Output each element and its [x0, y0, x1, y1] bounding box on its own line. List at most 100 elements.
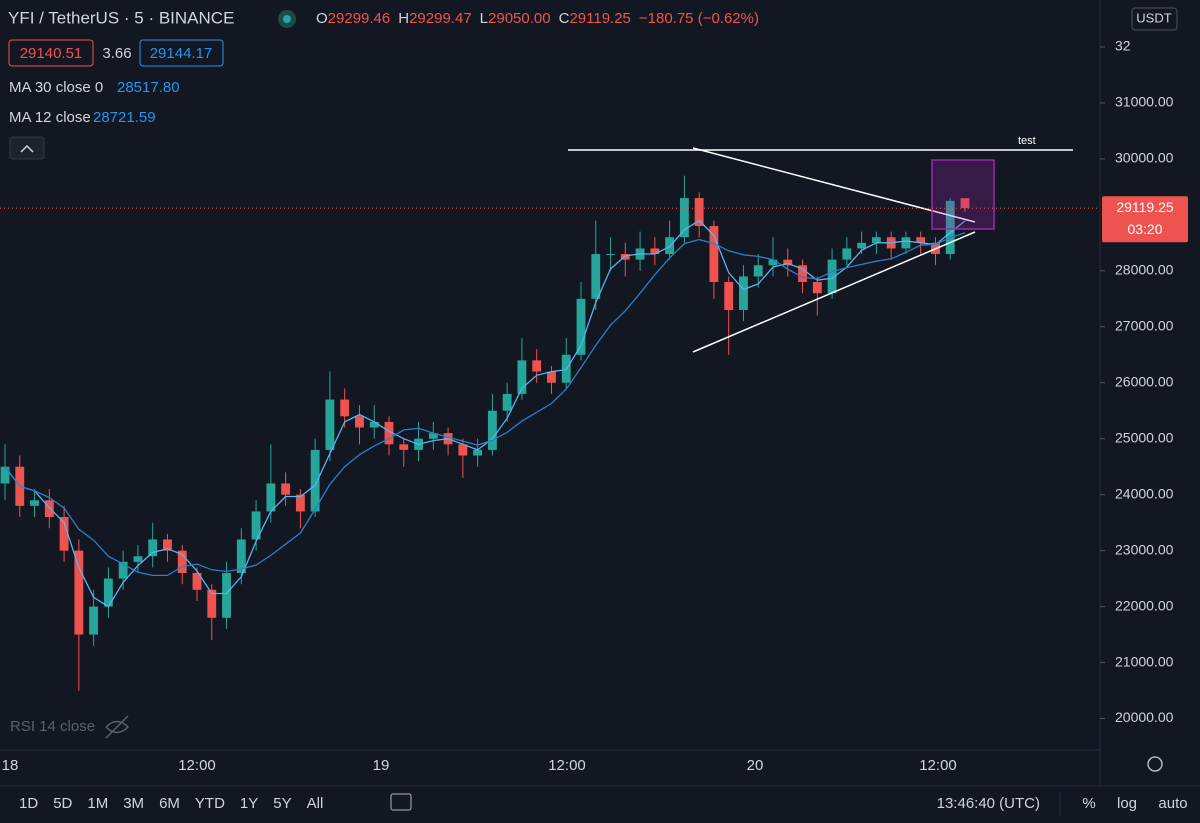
candle-body	[576, 298, 586, 355]
log-toggle[interactable]: log	[1117, 795, 1137, 812]
candle-body	[724, 282, 734, 310]
y-tick-label: 25000.00	[1115, 429, 1174, 445]
price-tag-price: 29119.25	[1116, 199, 1174, 215]
x-tick-label: 12:00	[178, 757, 216, 774]
ohlc-part: L	[480, 10, 488, 27]
price-tag	[1102, 196, 1188, 243]
candle-body	[709, 226, 719, 283]
range-button[interactable]: 1M	[87, 795, 108, 812]
candle-body	[591, 254, 601, 299]
moving-average	[4, 219, 966, 608]
candle-body	[399, 444, 409, 450]
candle-body	[310, 449, 320, 512]
bid-box[interactable]	[8, 39, 94, 67]
hidden-icon[interactable]	[105, 715, 130, 739]
spread: 3.66	[102, 45, 131, 62]
candle-body	[783, 259, 793, 266]
candle-body	[59, 517, 69, 551]
candle-body	[694, 198, 704, 227]
candle-body	[458, 444, 468, 456]
range-button[interactable]: YTD	[195, 795, 225, 812]
currency: USDT	[1136, 10, 1171, 25]
clock: 13:46:40 (UTC)	[937, 795, 1040, 812]
date-range-icon[interactable]	[390, 793, 412, 811]
candle-body	[679, 198, 689, 238]
candle-body	[798, 265, 807, 283]
indicator-name[interactable]: MA 30 close 0	[9, 79, 103, 96]
candle-body	[74, 550, 84, 635]
candle-body	[857, 242, 867, 249]
candle-body	[473, 449, 483, 456]
candle-body	[89, 606, 99, 635]
candle-body	[148, 539, 158, 557]
bid: 29140.51	[20, 45, 83, 62]
y-tick-label: 21000.00	[1115, 653, 1174, 669]
candle-body	[532, 360, 542, 372]
ohlc-part: O	[316, 10, 328, 27]
y-tick-label: 23000.00	[1115, 541, 1174, 557]
rectangle-drawing[interactable]	[931, 159, 995, 230]
trend-line[interactable]	[692, 147, 976, 223]
y-tick-label: 26000.00	[1115, 373, 1174, 389]
candle-body	[207, 589, 217, 618]
y-tick-label: 20000.00	[1115, 709, 1174, 725]
currency-button[interactable]	[1131, 7, 1178, 31]
range-button[interactable]: 5D	[53, 795, 72, 812]
trend-line[interactable]	[692, 231, 976, 353]
ohlc-part: 29299.46	[328, 10, 391, 27]
candle-body	[30, 500, 39, 506]
candle-body	[768, 259, 778, 266]
candle-body	[650, 248, 660, 255]
moving-average	[4, 232, 966, 577]
auto-toggle[interactable]: auto	[1158, 795, 1187, 812]
ohlc-part: 29050.00	[488, 10, 551, 27]
range-button[interactable]: 1Y	[240, 795, 258, 812]
candle-body	[945, 200, 955, 255]
range-button[interactable]: All	[307, 795, 324, 812]
candle-body	[355, 416, 364, 428]
candle-body	[369, 421, 379, 428]
symbol[interactable]: YFI / TetherUS · 5 · BINANCE	[8, 8, 234, 27]
range-button[interactable]: 1D	[19, 795, 38, 812]
range-button[interactable]: 3M	[123, 795, 144, 812]
candle-body	[384, 421, 394, 445]
ask-box[interactable]	[139, 39, 224, 67]
percent-toggle[interactable]: %	[1082, 795, 1095, 812]
settings-icon[interactable]	[1147, 756, 1163, 772]
candle-body	[871, 237, 881, 243]
ohlc: O29299.46 H29299.47 L29050.00 C29119.25 −180…	[316, 10, 759, 27]
candle-body	[901, 237, 911, 249]
y-tick-label: 28000.00	[1115, 262, 1174, 278]
candle-body	[487, 410, 497, 450]
candle-body	[753, 265, 763, 277]
ohlc-part: −180.75 (−0.62%)	[639, 10, 759, 27]
candle-body	[177, 550, 187, 574]
indicator-name[interactable]: MA 12 close	[9, 109, 91, 126]
candle-body	[44, 500, 54, 518]
x-tick-label: 18	[2, 757, 19, 774]
range-button[interactable]: 6M	[159, 795, 180, 812]
range-button[interactable]: 5Y	[273, 795, 291, 812]
candle-body	[428, 433, 438, 439]
candle-body	[236, 539, 246, 574]
candle-body	[340, 399, 350, 417]
candle-body	[827, 259, 837, 294]
status-dot-core	[283, 15, 291, 23]
oscillator-name[interactable]: RSI 14 close	[10, 718, 95, 735]
plot	[0, 175, 970, 691]
collapse-icon	[20, 144, 34, 153]
candle-body	[295, 494, 305, 512]
price-tag-countdown: 03:20	[1127, 221, 1162, 237]
drawing-label: test	[1018, 135, 1036, 147]
collapse-button[interactable]	[9, 136, 45, 160]
candle-body	[620, 254, 630, 260]
ohlc-part: 29119.25	[569, 10, 630, 27]
x-tick-label: 12:00	[548, 757, 586, 774]
y-tick-label: 22000.00	[1115, 597, 1174, 613]
candle-body	[222, 573, 231, 618]
ohlc-part: C	[559, 10, 570, 27]
candle-body	[0, 466, 10, 484]
